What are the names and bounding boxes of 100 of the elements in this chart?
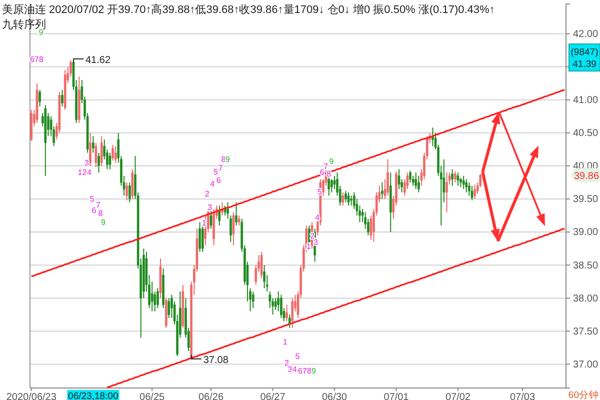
candlestick	[328, 175, 330, 196]
candlestick	[409, 170, 412, 183]
candlestick	[344, 190, 347, 203]
annotation: 3	[208, 203, 213, 212]
candlestick	[252, 291, 254, 309]
annotation: 37.08	[203, 354, 229, 366]
chart-title: 美原油连 2020/07/02 开39.70↑高39.88↑低39.68↑收39.86↑量1709↓ 仓0↓ 增0 振0.50% 涨(0.17)0.43%↑	[2, 3, 495, 16]
candlestick	[418, 175, 420, 193]
annotation: 4	[86, 168, 92, 178]
y-tick-label: 39.00	[573, 227, 598, 238]
text: 06/23,18:00	[68, 391, 118, 400]
candlestick	[342, 192, 344, 206]
candlestick	[128, 182, 131, 203]
candlestick	[432, 127, 434, 147]
candlestick	[108, 152, 112, 170]
annotation: 7	[218, 164, 224, 173]
candlestick	[350, 195, 352, 206]
y-tick-label: 38.50	[573, 260, 598, 272]
candlestick	[398, 168, 400, 190]
candlestick	[454, 170, 456, 183]
x-tick-label: 06/30	[322, 392, 348, 400]
annotation: 9	[329, 156, 334, 166]
candlestick	[92, 136, 94, 154]
candlestick	[347, 192, 350, 206]
candlestick	[451, 168, 454, 186]
annotation: 2	[82, 168, 88, 178]
candlestick	[94, 142, 98, 168]
annotation: 5	[214, 168, 219, 177]
candlestick	[238, 214, 240, 226]
y-tick-label: 38.00	[573, 293, 598, 304]
annotation: 1	[306, 242, 312, 252]
annotation: 4	[315, 213, 320, 222]
annotation: 7	[324, 162, 329, 172]
annotation: 7	[96, 200, 101, 210]
candlestick	[198, 222, 201, 252]
candlestick	[465, 178, 468, 193]
annotation: 6	[92, 206, 97, 215]
line-series	[106, 228, 566, 388]
annotation: 6	[298, 366, 304, 376]
candlestick	[168, 298, 170, 318]
annotation: 4	[210, 179, 216, 188]
y-tick-label: 41.00	[573, 95, 598, 106]
x-tick-label: 2020/06/23	[6, 392, 57, 400]
annotation: 41.62	[85, 54, 111, 66]
candlestick	[456, 172, 460, 186]
x-tick-label: 07/03	[510, 392, 536, 400]
x-tick-label: 07/01	[384, 392, 410, 400]
candlestick	[330, 178, 333, 193]
candlestick	[470, 185, 474, 201]
candlestick	[414, 172, 418, 190]
candlestick	[98, 152, 100, 174]
annotation: 9	[225, 154, 230, 164]
candlestick	[131, 168, 134, 200]
annotation: 6	[216, 176, 222, 186]
candlestick	[288, 314, 291, 328]
candlestick	[386, 158, 389, 196]
annotation: 8	[39, 55, 44, 64]
candlestick	[61, 89, 64, 107]
candlestick	[462, 175, 465, 190]
annotation: 2	[284, 358, 290, 368]
text: 39.86	[574, 171, 600, 182]
annotation: 8	[307, 366, 312, 376]
candlestick	[210, 210, 212, 230]
candlestick	[263, 264, 266, 289]
annotation: 8	[98, 209, 104, 218]
annotation: 7	[302, 366, 308, 376]
y-tick-label: 37.00	[573, 359, 598, 370]
text: 41.39	[572, 59, 596, 70]
y-tick-label: 40.50	[573, 128, 598, 140]
candlestick	[235, 202, 238, 226]
candlestick	[218, 205, 221, 226]
candlestick	[468, 182, 470, 196]
x-tick-label: 06/26	[198, 392, 224, 400]
text: 九转序列	[2, 18, 46, 31]
candlestick	[89, 132, 92, 166]
candlestick	[286, 304, 288, 322]
x-tick-label: 06/27	[260, 392, 286, 400]
candlestick	[38, 89, 41, 107]
annotation: 8	[221, 154, 226, 164]
text: 60分钟	[568, 389, 599, 400]
annotation: 1	[78, 168, 83, 178]
candlestick	[232, 212, 235, 246]
y-tick-label: 37.50	[573, 326, 598, 338]
candlestick	[291, 298, 294, 328]
candlestick	[201, 224, 204, 252]
annotation: 5	[295, 352, 300, 361]
candlestick	[126, 182, 128, 201]
annotation: 1	[282, 337, 288, 346]
annotation: 3	[84, 158, 90, 168]
annotation: 2	[204, 189, 210, 198]
annotation: 5	[90, 194, 95, 204]
x-tick-label: 06/25	[140, 392, 166, 400]
candlestick	[114, 146, 117, 164]
candlestick	[474, 184, 476, 200]
candlestick	[260, 251, 263, 279]
y-tick-label: 39.50	[573, 194, 598, 206]
annotation: 7	[34, 55, 40, 64]
annotation: 4	[292, 365, 298, 374]
line-series	[30, 89, 566, 278]
candlestick	[280, 294, 282, 318]
